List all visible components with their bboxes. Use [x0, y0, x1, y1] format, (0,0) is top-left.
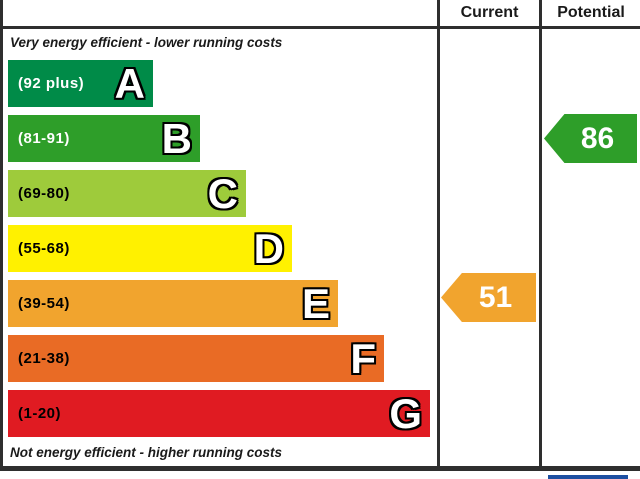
band-range-label: (69-80)	[18, 185, 70, 202]
band-range-label: (81-91)	[18, 130, 70, 147]
caption-not-efficient: Not energy efficient - higher running co…	[10, 445, 283, 460]
rating-band-g: (1-20) G	[8, 390, 430, 437]
current-column-divider	[437, 0, 440, 471]
band-letter: F	[350, 335, 376, 382]
band-letter: G	[389, 390, 422, 437]
band-range-label: (39-54)	[18, 295, 70, 312]
potential-column-header: Potential	[557, 4, 625, 21]
potential-column-divider	[539, 0, 542, 471]
band-letter: E	[301, 280, 330, 327]
rating-band-a: (92 plus) A	[8, 60, 153, 107]
header-divider-line	[0, 26, 640, 29]
band-range-label: (92 plus)	[18, 75, 85, 92]
band-letter: D	[253, 225, 284, 272]
band-letter: A	[114, 60, 145, 107]
rating-band-e: (39-54) E	[8, 280, 338, 327]
rating-band-d: (55-68) D	[8, 225, 292, 272]
chart-bottom-border	[0, 466, 640, 471]
band-range-label: (55-68)	[18, 240, 70, 257]
rating-band-f: (21-38) F	[8, 335, 384, 382]
caption-very-efficient: Very energy efficient - lower running co…	[10, 35, 283, 50]
current-column-header: Current	[460, 4, 519, 21]
band-letter: B	[161, 115, 192, 162]
potential-rating-arrow: 86	[544, 114, 637, 163]
band-letter: C	[207, 170, 238, 217]
next-section-edge	[548, 475, 628, 479]
rating-band-c: (69-80) C	[8, 170, 246, 217]
current-rating-value: 51	[478, 280, 513, 314]
band-range-label: (1-20)	[18, 405, 62, 422]
chart-left-border	[0, 0, 3, 471]
rating-band-b: (81-91) B	[8, 115, 200, 162]
potential-rating-value: 86	[580, 121, 615, 155]
band-range-label: (21-38)	[18, 350, 70, 367]
current-rating-arrow: 51	[441, 273, 536, 322]
